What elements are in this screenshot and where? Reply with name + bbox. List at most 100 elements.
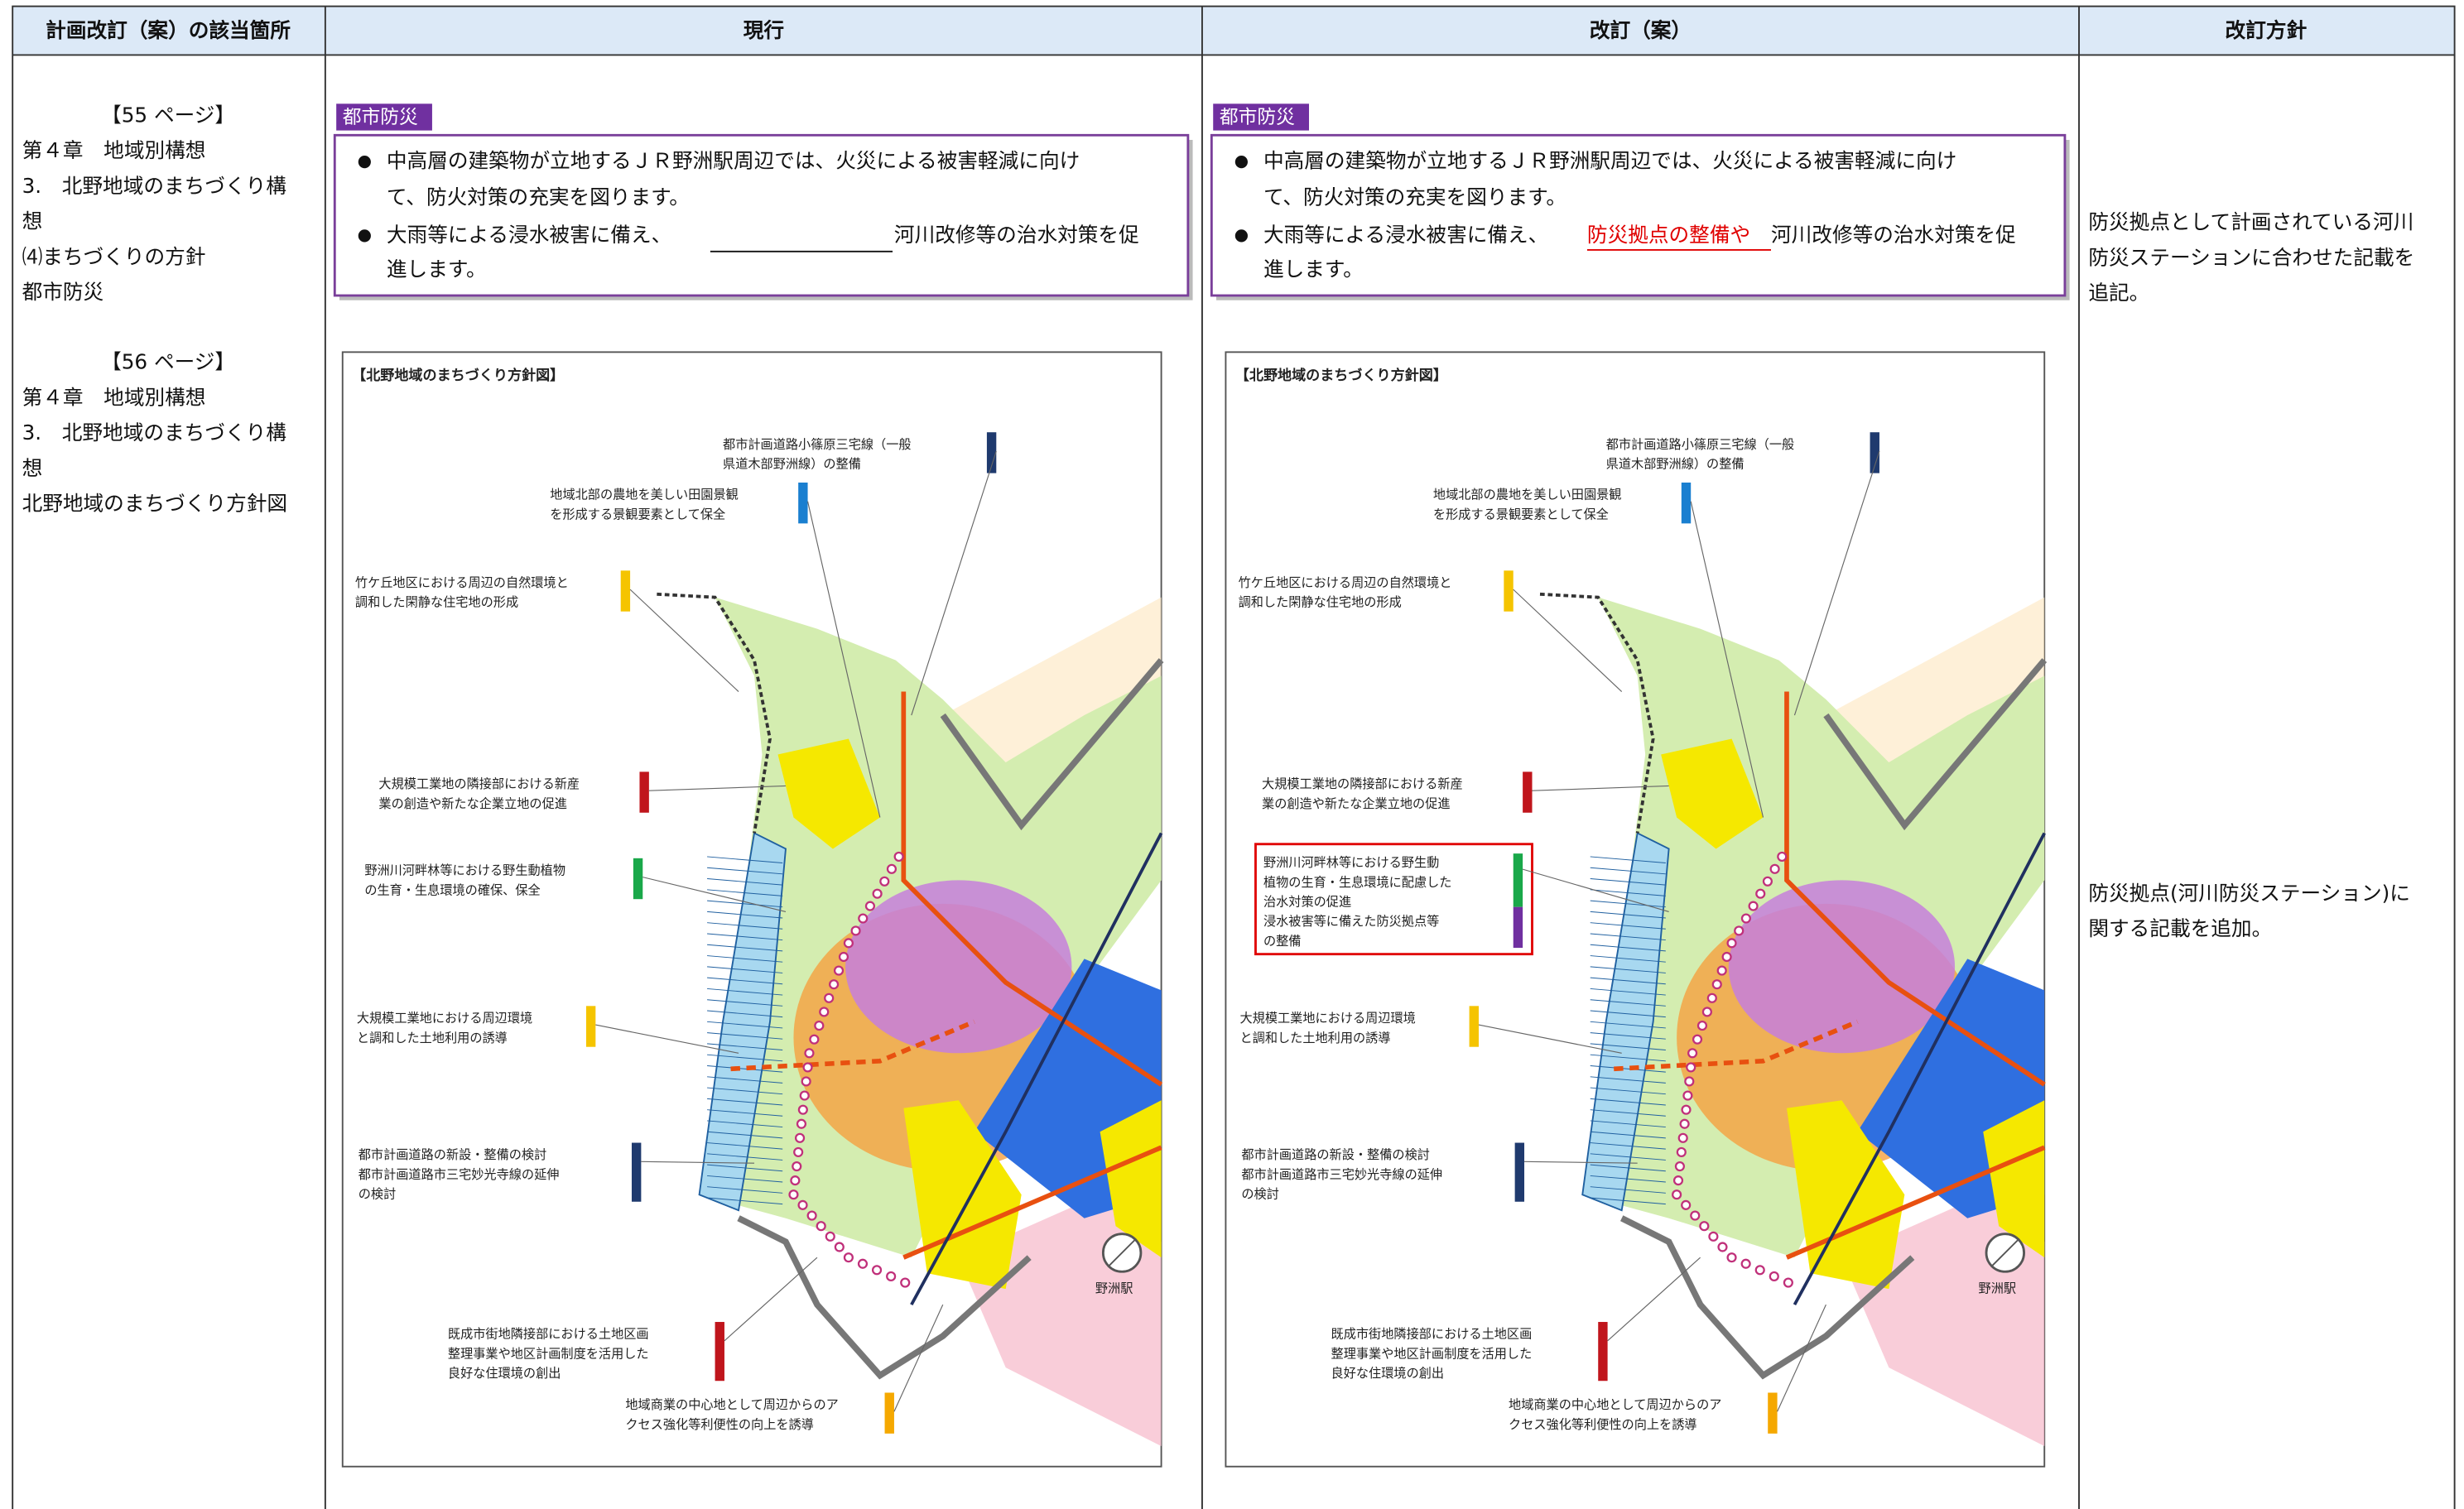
callout-text: 都市計画道路の新設・整備の検討 (1241, 1147, 1430, 1162)
trail-dot (1726, 1252, 1737, 1263)
trail-dot (1674, 1161, 1685, 1172)
river-hatch (707, 1010, 783, 1018)
callout-text: 既成市街地隣接部における土地区画 (1331, 1327, 1533, 1342)
river-hatch (707, 911, 783, 919)
river-hatch (707, 1021, 783, 1029)
callout-bar (1870, 432, 1879, 473)
callout-text: 竹ケ丘地区における周辺の自然環境と (1239, 575, 1452, 590)
callout-text: 大規模工業地の隣接部における新産 (378, 776, 580, 791)
road (1784, 691, 2046, 1087)
river-hatch (1590, 1076, 1666, 1084)
callout-text: 大規模工業地の隣接部における新産 (1262, 776, 1463, 791)
river-hatch (707, 988, 783, 996)
callout-text: 良好な住環境の創出 (1331, 1366, 1445, 1381)
yellow-zone (1100, 1100, 1162, 1258)
trail-dot (886, 863, 898, 874)
callout-text: 大規模工業地における周辺環境 (357, 1011, 532, 1026)
river-hatch (707, 1153, 783, 1161)
trail-dot (1717, 1242, 1728, 1252)
header-cell: 改訂方針 (2226, 18, 2308, 42)
river-hatch (1590, 1153, 1666, 1161)
trail-dot (1701, 1007, 1712, 1017)
map: 野洲駅 【北野地域のまちづくり方針図】都市計画道路小篠原三宅線（一般県道木部野洲線… (341, 351, 1164, 1468)
leader-line (642, 877, 787, 912)
callout-text: 業の創造や新たな企業立地の促進 (1262, 796, 1451, 811)
leader-line (595, 1024, 739, 1054)
trail-dot (1711, 979, 1722, 990)
callout-text: 竹ケ丘地区における周辺の自然環境と (355, 575, 569, 590)
bullet-text: て、防火対策の充実を図ります。 (387, 185, 690, 209)
trail-dot (788, 1189, 799, 1200)
trail-dot (1692, 1034, 1703, 1045)
river-hatch (707, 1076, 783, 1084)
bullet-text: て、防火対策の充実を図ります。 (1263, 185, 1566, 209)
purple-zone (1728, 880, 1956, 1054)
yellow-zone (1983, 1100, 2045, 1258)
river-hatch (707, 1131, 783, 1139)
trail-dot (797, 1104, 808, 1115)
callout-text: と調和した土地利用の誘導 (357, 1031, 508, 1045)
header-cell: 現行 (744, 18, 784, 42)
yellow-zone (777, 738, 880, 849)
road (901, 691, 1163, 1087)
callout-text: 野洲川河畔林等における野生動 (1263, 855, 1439, 870)
callout-bar (1513, 853, 1523, 907)
revised-highlight (1254, 843, 1533, 956)
callout-text: 都市計画道路小篠原三宅線（一般 (723, 437, 912, 452)
river-hatch (1590, 1065, 1666, 1073)
station-label: 野洲駅 (1095, 1281, 1133, 1296)
trail-dot (1686, 1062, 1696, 1073)
location-line: 3. 北野地域のまちづくり構 (22, 174, 286, 198)
callout-text: 野洲川河畔林等における野生動植物 (364, 863, 565, 878)
trail-dot (871, 1265, 883, 1276)
location-line: 北野地域のまちづくり方針図 (22, 492, 287, 516)
callout-bar (798, 482, 808, 524)
callout-bar (1469, 1006, 1479, 1047)
callout-bar (884, 1392, 894, 1434)
river-hatch (1590, 977, 1666, 985)
trail-dot (1769, 863, 1780, 874)
purple-zone (845, 880, 1072, 1054)
callout-text: 治水対策の促進 (1263, 894, 1351, 909)
station-mark (1990, 1237, 2020, 1268)
location-line: 第４章 地域別構想 (22, 385, 206, 409)
policy-line: 追記。 (2088, 281, 2149, 305)
callout-text: 業の創造や新たな企業立地の促進 (378, 796, 567, 811)
trail-dot (1687, 1048, 1698, 1059)
header-row (12, 6, 2455, 55)
river-hatch (707, 1098, 783, 1106)
road-plan (1614, 1019, 1859, 1072)
leader-line (1690, 501, 1764, 818)
trail-dot (834, 1242, 845, 1252)
station-mark (1107, 1237, 1137, 1268)
yellow-zone (903, 1100, 1022, 1290)
callout-bar (639, 771, 649, 813)
trail-dot (1699, 1221, 1710, 1232)
river-hatch (1590, 1109, 1666, 1117)
leader-line (911, 450, 997, 716)
trail-dot (1696, 1020, 1708, 1031)
bullet-text: 中高層の建築物が立地するＪＲ野洲駅周辺では、火災による被害軽減に向け (1263, 149, 1956, 173)
location-line: ⑷まちづくりの方針 (22, 244, 206, 268)
river-hatch (707, 966, 783, 973)
leader-line (1607, 1257, 1701, 1342)
boundary (657, 592, 772, 834)
river-hatch (1590, 1131, 1666, 1139)
policy-line: 防災拠点として計画されている河川 (2088, 210, 2413, 234)
trail-dot (1769, 1271, 1779, 1282)
river-hatch (707, 1175, 783, 1183)
callout-text: の検討 (1241, 1187, 1279, 1202)
trail-dot (843, 938, 854, 949)
river-hatch (707, 1054, 783, 1062)
trail-dot (794, 1132, 806, 1143)
trail-dot (1682, 1090, 1693, 1101)
boundary (1619, 1215, 1915, 1380)
trail-dot (1672, 1175, 1684, 1186)
trail-dot (1679, 1118, 1690, 1129)
trail-dot (1754, 1265, 1765, 1276)
trail-dot (1676, 1146, 1687, 1158)
leader-line (629, 589, 739, 692)
river-hatch (1590, 856, 1666, 864)
trail-dot (793, 1146, 804, 1158)
